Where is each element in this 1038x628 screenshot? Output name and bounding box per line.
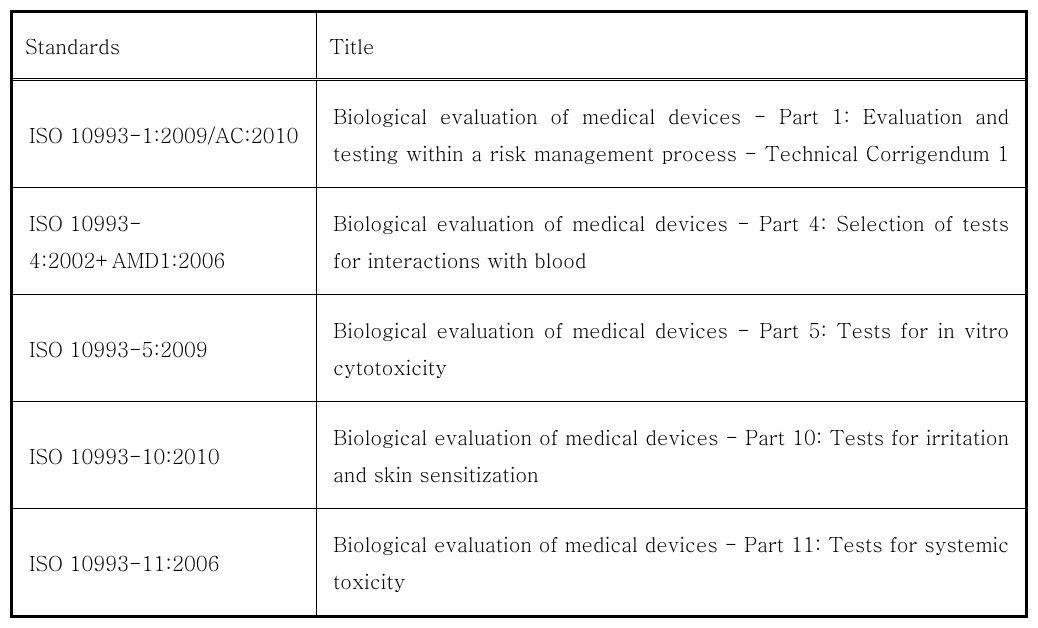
table-row: ISO 10993-11:2006 Biological evaluation … <box>13 509 1025 616</box>
header-standards: Standards <box>13 13 317 80</box>
cell-standard: ISO 10993-10:2010 <box>13 402 317 509</box>
cell-title: Biological evaluation of medical devices… <box>317 80 1025 188</box>
cell-title: Biological evaluation of medical devices… <box>317 295 1025 402</box>
standards-table: Standards Title ISO 10993-1:2009/AC:2010… <box>13 13 1025 615</box>
table-row: ISO 10993-10:2010 Biological evaluation … <box>13 402 1025 509</box>
cell-standard: ISO 10993-4:2002+AMD1:2006 <box>13 188 317 295</box>
table-row: ISO 10993-1:2009/AC:2010 Biological eval… <box>13 80 1025 188</box>
cell-standard: ISO 10993-5:2009 <box>13 295 317 402</box>
cell-title: Biological evaluation of medical devices… <box>317 188 1025 295</box>
table-body: ISO 10993-1:2009/AC:2010 Biological eval… <box>13 80 1025 616</box>
table-row: ISO 10993-5:2009 Biological evaluation o… <box>13 295 1025 402</box>
cell-title: Biological evaluation of medical devices… <box>317 509 1025 616</box>
cell-standard: ISO 10993-11:2006 <box>13 509 317 616</box>
header-title: Title <box>317 13 1025 80</box>
cell-title: Biological evaluation of medical devices… <box>317 402 1025 509</box>
standards-table-container: Standards Title ISO 10993-1:2009/AC:2010… <box>10 10 1028 618</box>
cell-standard: ISO 10993-1:2009/AC:2010 <box>13 80 317 188</box>
table-header-row: Standards Title <box>13 13 1025 80</box>
table-row: ISO 10993-4:2002+AMD1:2006 Biological ev… <box>13 188 1025 295</box>
